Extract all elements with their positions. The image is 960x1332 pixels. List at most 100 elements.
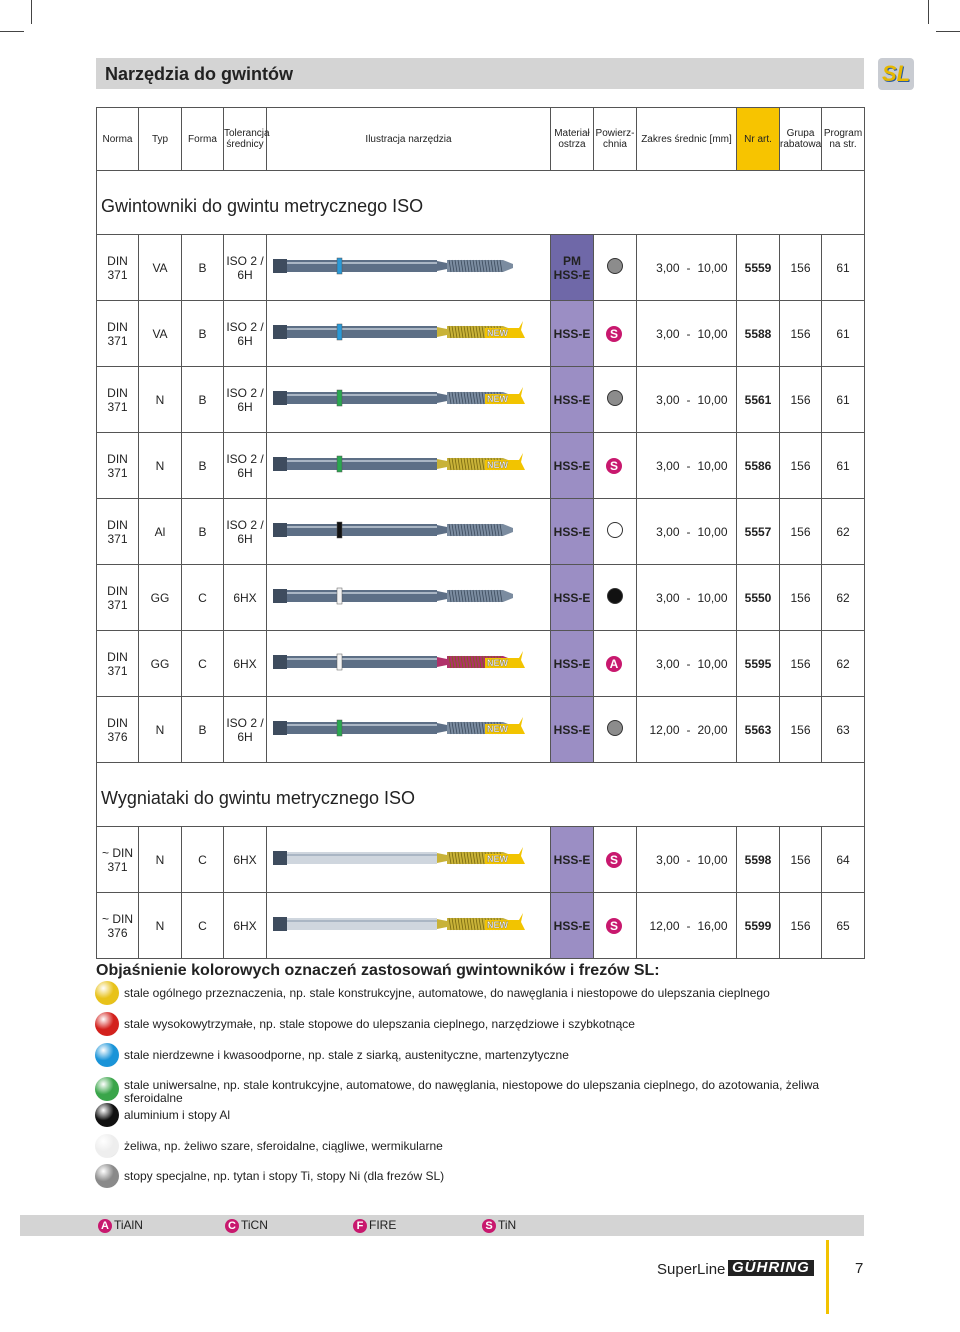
legend-ball <box>95 981 119 1005</box>
tool-part <box>469 589 473 603</box>
tool-part <box>499 523 503 537</box>
cell-typ: VA <box>138 234 182 301</box>
range-sep: - <box>686 918 691 933</box>
coating-name: FIRE <box>369 1218 397 1232</box>
header-row: Norma Typ Forma Tolerancja średnicy Ilustrac… <box>96 107 865 171</box>
cell-program: 61 <box>821 234 865 301</box>
tool-illustration: NEW <box>273 847 525 865</box>
cell-illustration: NEW <box>266 366 551 433</box>
tool-part <box>478 523 482 537</box>
new-badge: NEW <box>487 724 509 734</box>
tool-part <box>451 259 455 273</box>
tool-part <box>451 325 455 339</box>
tool-part <box>490 589 494 603</box>
cell-norma: DIN 371 <box>96 630 139 697</box>
tool-part <box>469 457 473 471</box>
product-row: DIN 371 VA B ISO 2 / 6H PM HSS-E 3,00-10,00 55… <box>96 234 865 301</box>
tool-part <box>475 917 479 931</box>
tool-part <box>460 457 464 471</box>
legend-ball <box>95 1012 119 1036</box>
tool-illustration <box>273 257 513 275</box>
range-from: 3,00 <box>656 852 680 867</box>
cell-tolerancja: ISO 2 / 6H <box>223 366 267 433</box>
tool-part <box>448 325 452 339</box>
cell-surface: S <box>593 826 637 893</box>
tool-part <box>457 917 461 931</box>
cell-grupa: 156 <box>779 300 822 367</box>
tool-part <box>478 457 482 471</box>
tool-part <box>485 387 525 404</box>
cell-range: 12,00-20,00 <box>636 696 737 763</box>
cell-typ: GG <box>138 564 182 631</box>
cell-surface: S <box>593 300 637 367</box>
tool-part <box>457 391 461 405</box>
cell-illustration: NEW <box>266 826 551 893</box>
tool-part <box>460 391 464 405</box>
tool-part <box>448 655 452 669</box>
tool-part <box>485 913 525 930</box>
tool-part <box>273 589 287 603</box>
cell-grupa: 156 <box>779 696 822 763</box>
tool-part <box>481 523 485 537</box>
cell-norma: ~ DIN 376 <box>96 892 139 959</box>
column-header: Grupa rabatowa <box>779 107 822 171</box>
cell-grupa: 156 <box>779 366 822 433</box>
range-sep: - <box>686 722 691 737</box>
cell-norma: DIN 371 <box>96 300 139 367</box>
tool-part <box>457 325 461 339</box>
cell-surface: A <box>593 630 637 697</box>
cell-typ: N <box>138 826 182 893</box>
column-header: Typ <box>138 107 182 171</box>
tool-part <box>287 656 437 668</box>
tool-part <box>287 326 437 338</box>
cell-illustration: NEW <box>266 300 551 367</box>
tool-part <box>287 392 437 404</box>
cell-surface <box>593 498 637 565</box>
coating: S TiN <box>482 1218 516 1233</box>
cell-material: HSS-E <box>550 432 594 499</box>
tool-part <box>287 460 437 462</box>
cell-forma: B <box>181 366 224 433</box>
tool-part <box>496 523 500 537</box>
cell-illustration <box>266 234 551 301</box>
surface-icon: S <box>606 457 622 474</box>
tool-part <box>460 523 464 537</box>
new-badge: NEW <box>487 328 509 338</box>
cell-nr: 5588 <box>736 300 780 367</box>
tool-part <box>287 854 437 856</box>
tool-part <box>457 721 461 735</box>
section-row: Gwintowniki do gwintu metrycznego ISO <box>96 170 865 235</box>
tool-part <box>481 655 485 669</box>
cell-typ: N <box>138 432 182 499</box>
tool-part <box>485 651 525 668</box>
tool-part <box>503 590 513 602</box>
cell-grupa: 156 <box>779 498 822 565</box>
tool-part <box>447 524 503 536</box>
cell-range: 3,00-10,00 <box>636 630 737 697</box>
cell-range: 3,00-10,00 <box>636 300 737 367</box>
new-badge: NEW <box>487 460 509 470</box>
cell-norma: DIN 371 <box>96 234 139 301</box>
tool-part <box>463 259 467 273</box>
surface-icon <box>607 390 623 406</box>
section-row: Wygniataki do gwintu metrycznego ISO <box>96 762 865 827</box>
product-row: DIN 371 N B ISO 2 / 6H NEW HSS-E S 3,00-10,00 55… <box>96 432 865 499</box>
cell-program: 61 <box>821 300 865 367</box>
product-row: DIN 371 GG C 6HX NEW HSS-E A 3,00-10,00 5595 156 6… <box>96 630 865 697</box>
new-badge: NEW <box>487 658 509 668</box>
cell-typ: GG <box>138 630 182 697</box>
tool-part <box>478 325 482 339</box>
tool-part <box>437 723 447 733</box>
tool-part <box>463 589 467 603</box>
cell-typ: VA <box>138 300 182 367</box>
cell-forma: C <box>181 630 224 697</box>
cell-surface <box>593 366 637 433</box>
tool-part <box>475 391 479 405</box>
section-title: Wygniataki do gwintu metrycznego ISO <box>96 762 865 827</box>
tool-part <box>484 523 488 537</box>
cell-grupa: 156 <box>779 234 822 301</box>
range-to: 16,00 <box>697 918 728 933</box>
tool-part <box>487 523 491 537</box>
tool-part <box>460 917 464 931</box>
tool-part <box>475 457 479 471</box>
